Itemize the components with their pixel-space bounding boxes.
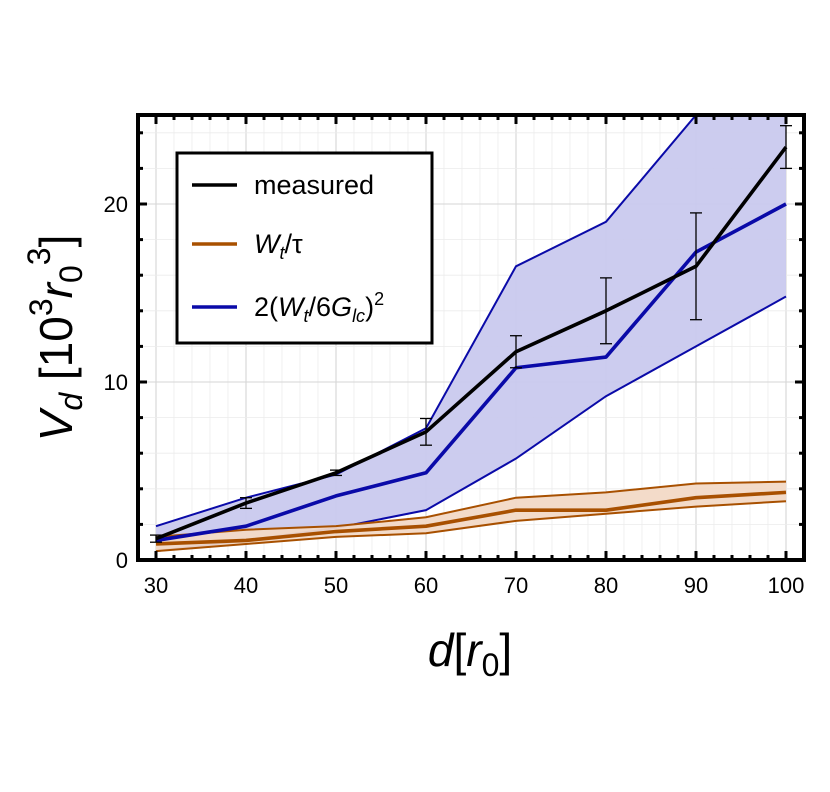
error-bars	[150, 125, 792, 543]
series-lines	[155, 145, 788, 546]
x-tick-label: 60	[414, 573, 438, 598]
band-upper-orange	[155, 480, 787, 538]
plot-frame	[136, 113, 806, 562]
x-axis-title: d[r0]	[428, 624, 512, 683]
series-line-blue	[155, 202, 787, 543]
legend-label-measured: measured	[254, 170, 374, 200]
x-tick-label: 80	[594, 573, 618, 598]
y-tick-label: 20	[104, 192, 128, 217]
x-tick-label: 90	[684, 573, 708, 598]
band-upper-blue	[155, 114, 786, 528]
y-tick-label: 10	[104, 370, 128, 395]
legend-label-wt-tau: Wt/τ	[254, 229, 303, 263]
legend: measured Wt/τ 2(Wt/6Glc)2	[175, 151, 434, 345]
x-tick-label: 50	[324, 573, 348, 598]
band-fill-blue	[156, 115, 786, 552]
x-tick-label: 100	[768, 573, 805, 598]
band-lower-orange	[155, 500, 787, 553]
x-tick-label: 40	[234, 573, 258, 598]
series-line-orange	[155, 490, 787, 546]
series-line-measured	[155, 145, 788, 541]
plot-border	[136, 113, 806, 562]
x-tick-label: 30	[144, 573, 168, 598]
y-axis-title: Vd [103r03]	[21, 235, 89, 442]
y-tick-label: 0	[116, 548, 128, 573]
x-tick-label: 70	[504, 573, 528, 598]
legend-label-blue: 2(Wt/6Glc)2	[254, 289, 384, 326]
legend-box	[175, 151, 434, 345]
tick-labels: 30 40 50 60 70 80 90 100 0 10 20	[104, 192, 805, 598]
